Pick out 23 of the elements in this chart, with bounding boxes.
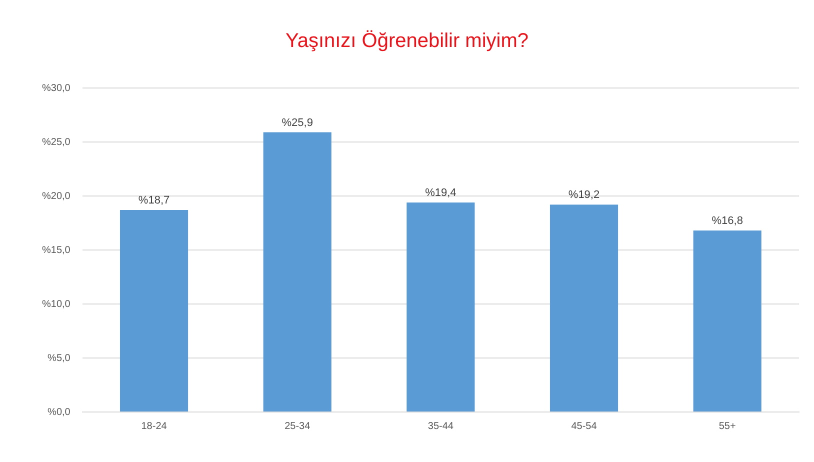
y-tick-label: %5,0 <box>48 352 71 364</box>
data-label: %19,2 <box>568 189 600 202</box>
data-label: %18,7 <box>138 194 170 207</box>
bar <box>550 204 618 412</box>
y-tick-label: %20,0 <box>42 190 71 202</box>
y-tick-label: %25,0 <box>42 136 71 148</box>
x-tick-label: 18-24 <box>141 420 168 432</box>
bar <box>406 202 475 412</box>
y-tick-label: %15,0 <box>42 244 71 256</box>
y-tick-label: %30,0 <box>42 82 71 94</box>
chart-title: Yaşınızı Öğrenebilir miyim? <box>284 30 530 53</box>
x-tick-label: 45-54 <box>571 420 598 432</box>
data-label: %19,4 <box>425 187 456 200</box>
y-tick-label: %10,0 <box>42 298 71 310</box>
bar <box>693 230 762 412</box>
bar <box>263 132 332 412</box>
x-tick-label: 35-44 <box>428 420 454 432</box>
data-label: %16,8 <box>712 215 743 228</box>
data-label: %25,9 <box>282 116 313 129</box>
x-tick-label: 55+ <box>718 420 736 432</box>
y-tick-label: %0,0 <box>48 406 71 418</box>
x-tick-label: 25-34 <box>284 420 311 432</box>
bar <box>120 210 188 412</box>
